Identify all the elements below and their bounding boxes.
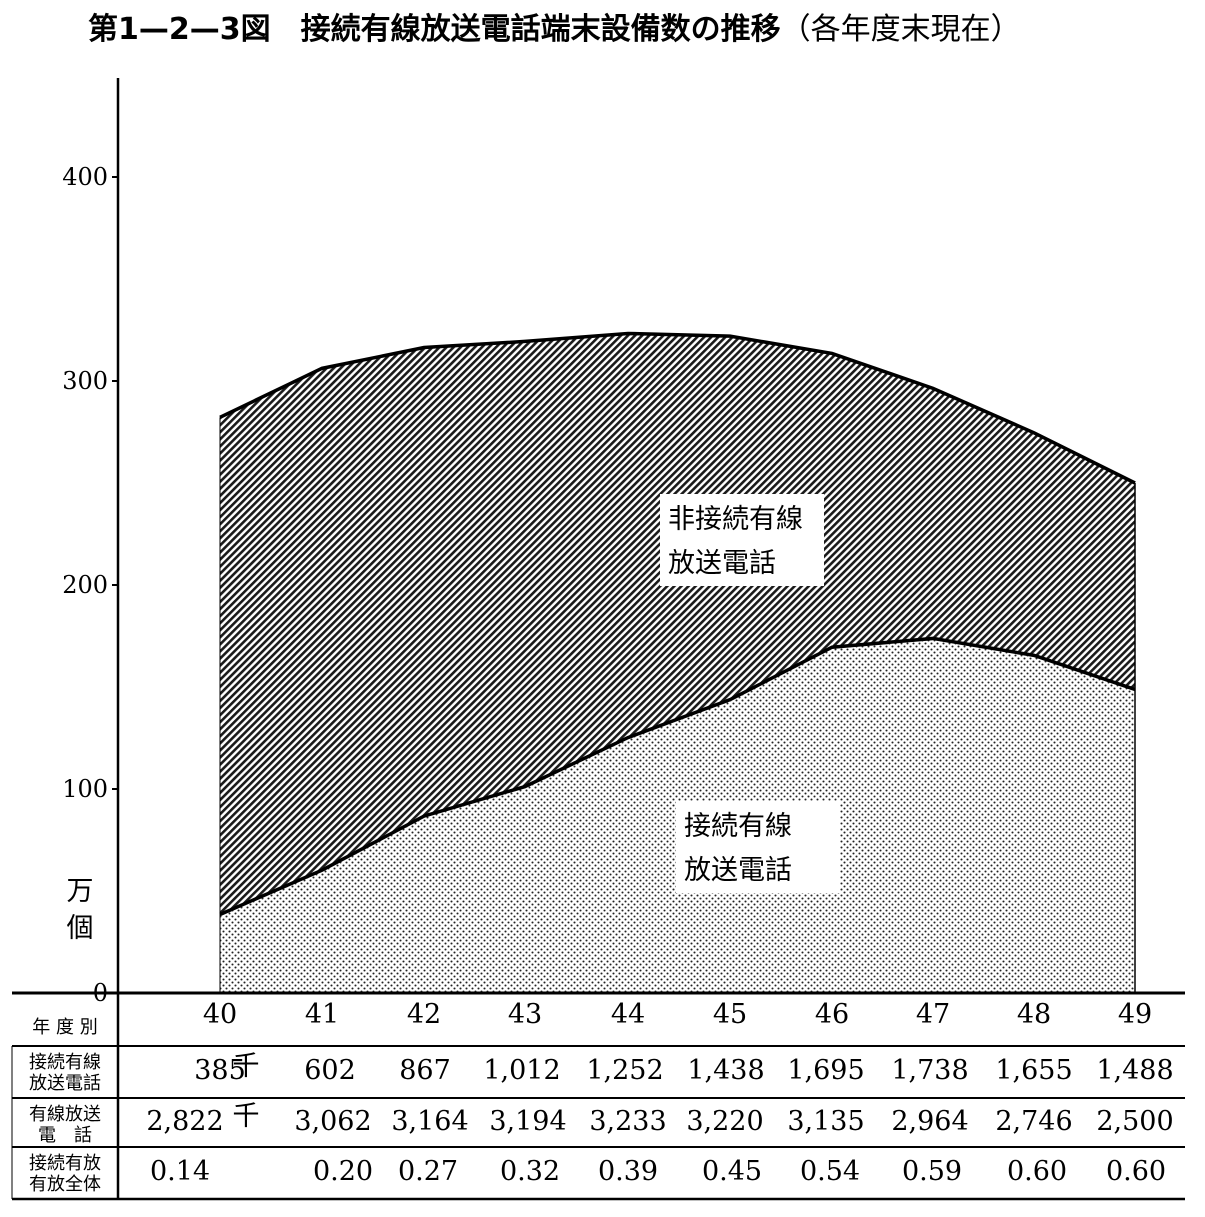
table-cell: 1,252 — [586, 1055, 663, 1086]
table-row-header: 電 話 — [38, 1125, 92, 1146]
table-cell: 0.54 — [800, 1156, 860, 1187]
y-unit-label: 個 — [67, 913, 94, 944]
series-line-total — [219, 331, 1136, 485]
y-tick-label: 400 — [62, 163, 108, 191]
table-cell: 1,488 — [1096, 1055, 1173, 1086]
table-cell: 2,822 — [146, 1106, 223, 1137]
table-row-header: 有線放送 — [29, 1104, 101, 1125]
y-tick-label: 100 — [62, 775, 108, 803]
area-layer — [219, 331, 1136, 993]
table-cell: 2,964 — [891, 1106, 968, 1137]
table-cell: 602 — [304, 1055, 356, 1086]
table-cell: 1,438 — [687, 1055, 764, 1086]
y-tick-label: 300 — [62, 367, 108, 395]
table-cell: 3,220 — [686, 1106, 763, 1137]
table-cell: 48 — [1017, 999, 1051, 1030]
label-connected: 接続有線放送電話 — [676, 801, 840, 893]
table-row-header: 年 度 別 — [32, 1017, 97, 1038]
area-label-line: 放送電話 — [668, 548, 776, 579]
table-cell: 0.45 — [702, 1156, 762, 1187]
table-cell: 0.60 — [1007, 1156, 1067, 1187]
table-cell: 47 — [916, 999, 950, 1030]
table-cell: 41 — [305, 999, 339, 1030]
table-cell: 0.60 — [1106, 1156, 1166, 1187]
table-cell: 1,695 — [787, 1055, 864, 1086]
table-cell: 3,233 — [589, 1106, 666, 1137]
table-unit: 千 — [233, 1101, 260, 1132]
table-cell: 1,012 — [483, 1055, 560, 1086]
table-cell: 3,194 — [489, 1106, 566, 1137]
table-cell: 3,062 — [294, 1106, 371, 1137]
table-cell: 44 — [611, 999, 645, 1030]
table-cell: 0.14 — [150, 1156, 210, 1187]
area-label-line: 放送電話 — [684, 855, 792, 886]
table-cell: 45 — [713, 999, 747, 1030]
label-bg — [660, 494, 824, 586]
table-cell: 40 — [203, 999, 237, 1030]
table-cell: 3,135 — [787, 1106, 864, 1137]
table-cell: 385 — [194, 1055, 246, 1086]
table-cell: 43 — [508, 999, 542, 1030]
data-table: 年 度 別 40 41 42 43 44 45 46 47 48 49 接続有線放送電話 385 602 8… — [11, 991, 1185, 1201]
table-cell: 46 — [815, 999, 849, 1030]
area-label-line: 非接続有線 — [668, 504, 803, 535]
table-row-header: 接続有線 — [29, 1052, 101, 1073]
page-title: 第1—2—3図 接続有線放送電話端末設備数の推移（各年度末現在） — [88, 8, 1198, 52]
table-row-header: 接続有放 — [29, 1153, 101, 1174]
table-cell: 1,738 — [891, 1055, 968, 1086]
table-cell: 2,500 — [1096, 1106, 1173, 1137]
table-cell: 0.59 — [902, 1156, 962, 1187]
table-row-header: 放送電話 — [29, 1073, 101, 1094]
title-paren: （各年度末現在） — [780, 12, 1021, 47]
table-cell: 0.27 — [398, 1156, 458, 1187]
table-cell: 3,164 — [391, 1106, 468, 1137]
table-cell: 42 — [407, 999, 441, 1030]
table-cell: 1,655 — [995, 1055, 1072, 1086]
table-cell: 2,746 — [995, 1106, 1072, 1137]
y-unit-label: 万 — [67, 876, 94, 907]
table-row-header: 有放全体 — [29, 1174, 101, 1195]
label-bg — [676, 801, 840, 893]
table-cell: 867 — [399, 1055, 451, 1086]
series-line-connected — [219, 636, 1136, 917]
table-cell: 0.39 — [598, 1156, 658, 1187]
area-label-line: 接続有線 — [684, 811, 792, 842]
table-cell: 0.20 — [313, 1156, 373, 1187]
table-cell: 49 — [1118, 999, 1152, 1030]
title-main: 第1—2—3図 接続有線放送電話端末設備数の推移 — [88, 12, 781, 47]
y-tick-label: 200 — [62, 571, 108, 599]
table-unit: 千 — [233, 1051, 260, 1082]
table-cell: 0.32 — [500, 1156, 560, 1187]
